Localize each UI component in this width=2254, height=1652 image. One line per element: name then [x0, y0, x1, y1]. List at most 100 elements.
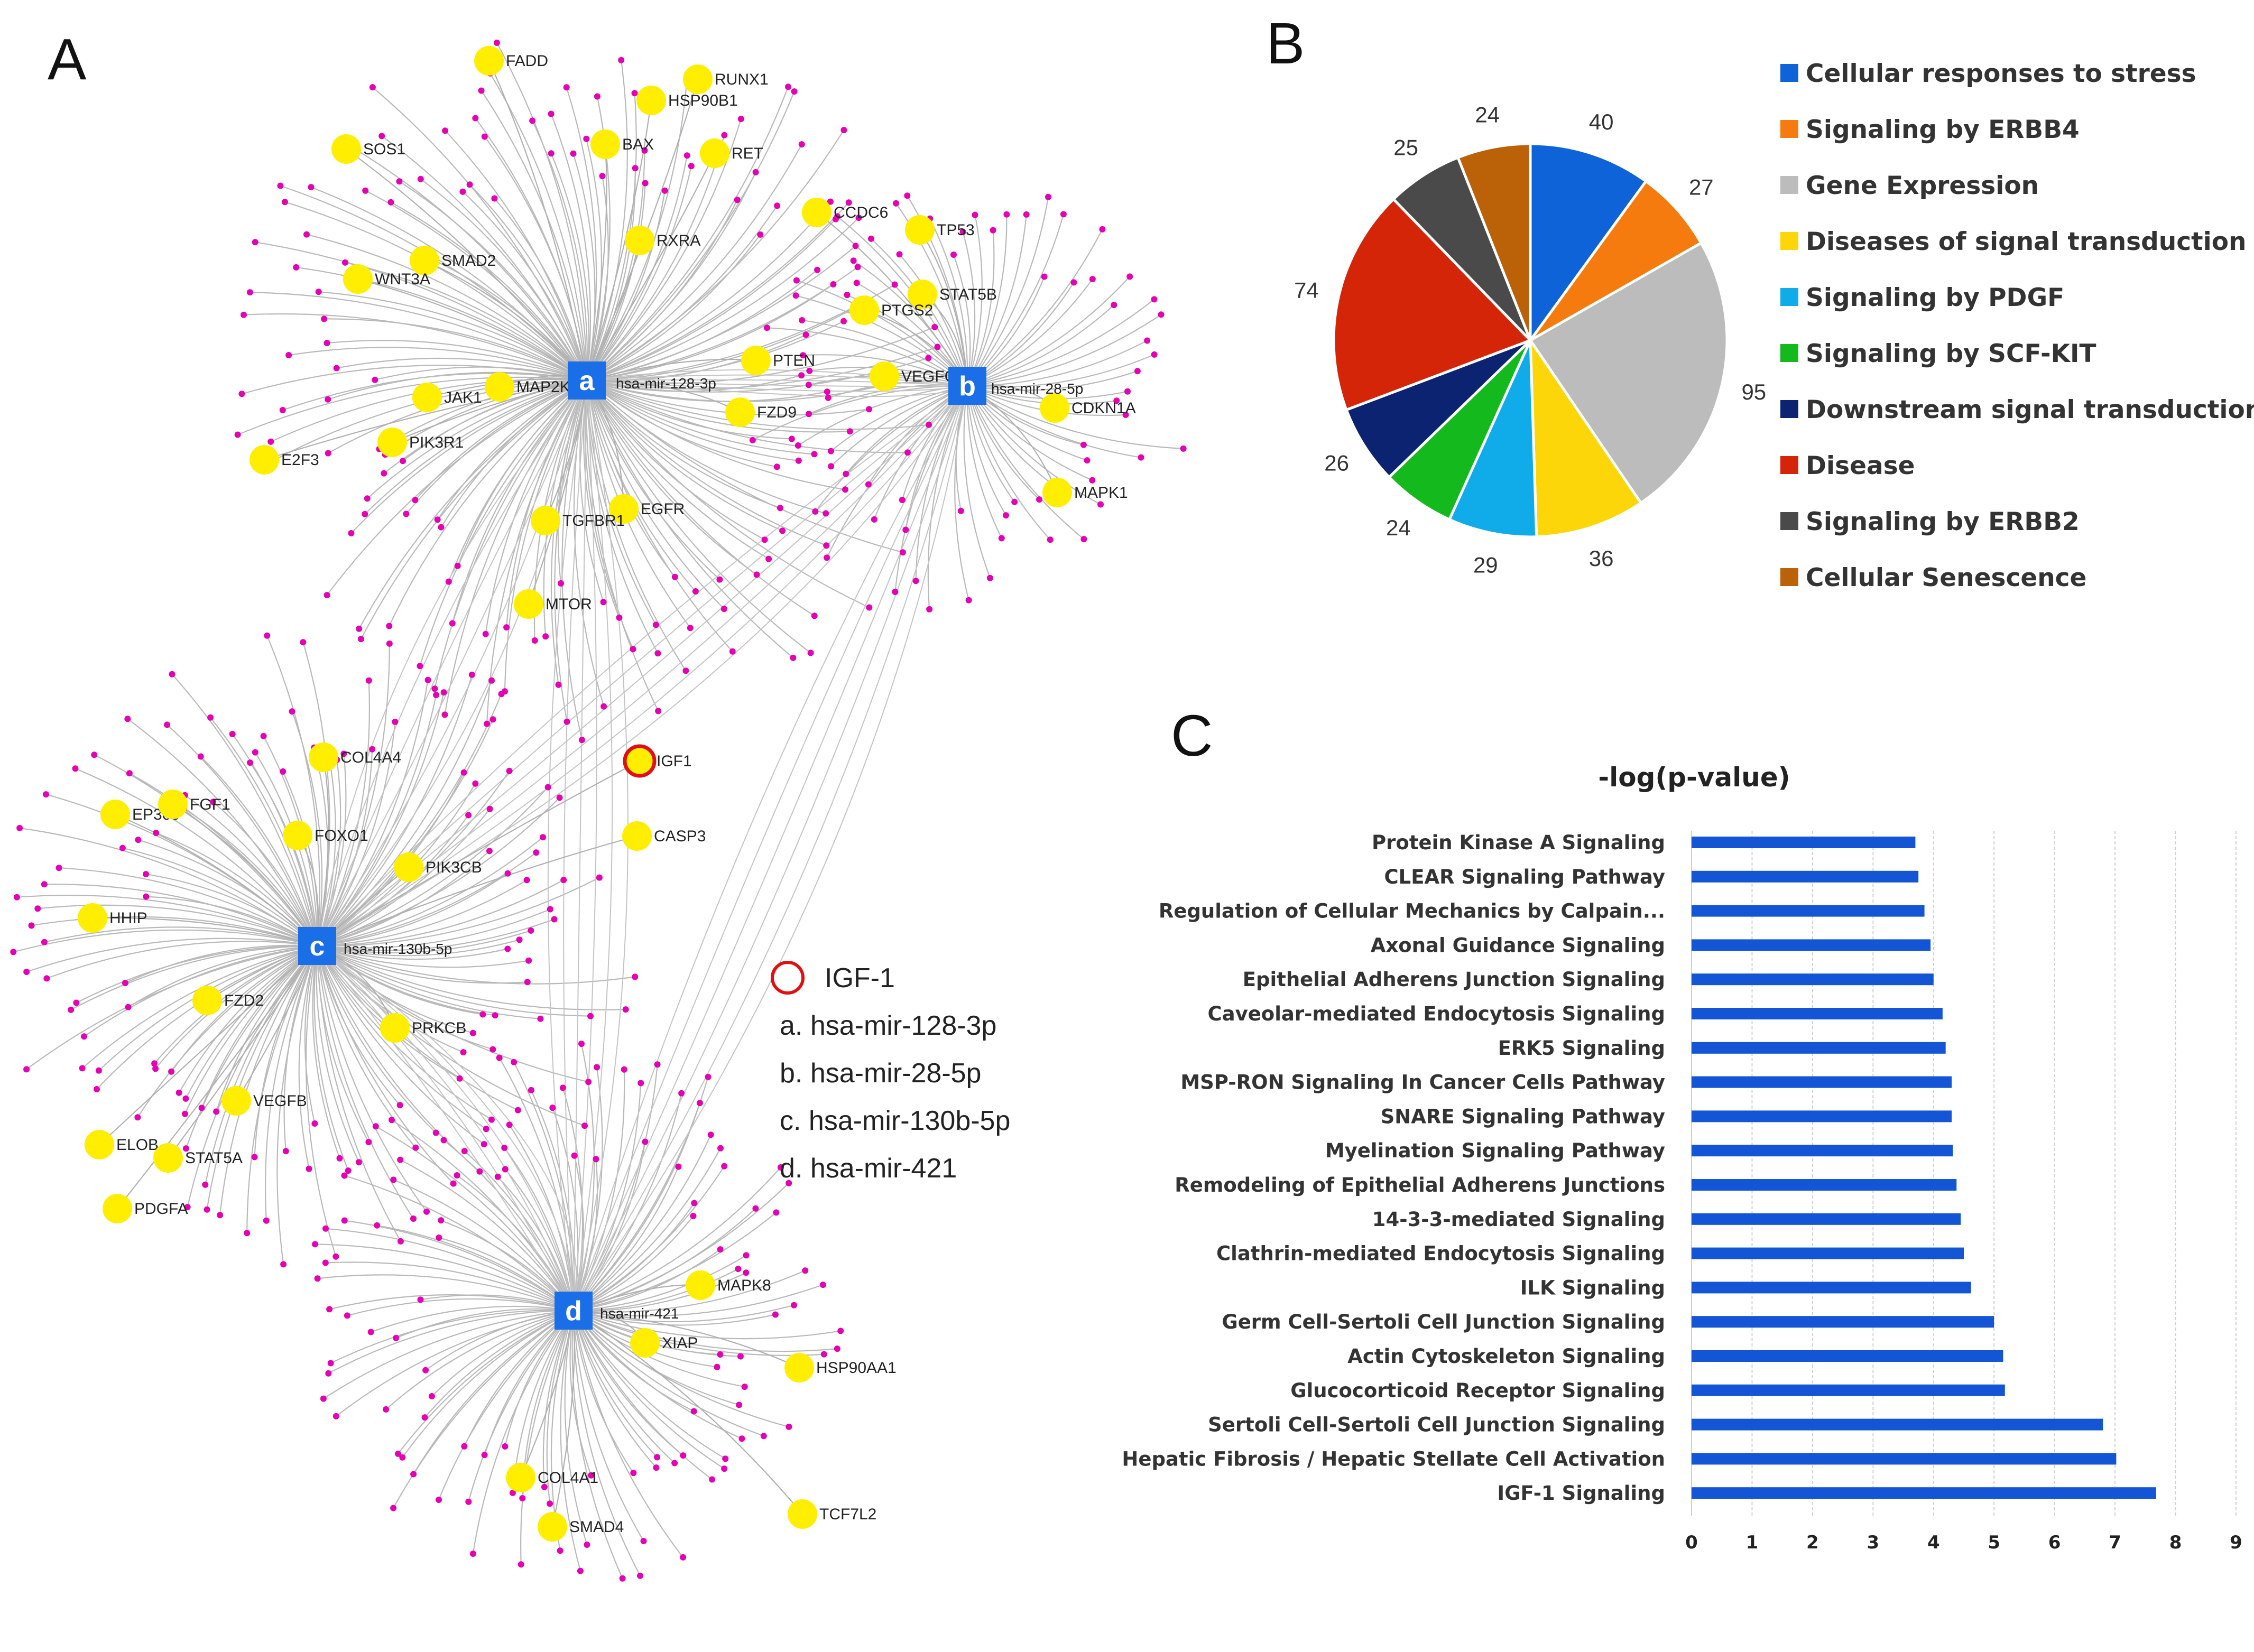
- target-node: [790, 654, 797, 661]
- target-node: [950, 252, 957, 258]
- target-node: [454, 1172, 460, 1178]
- target-node: [442, 127, 449, 134]
- target-node: [599, 173, 606, 180]
- network-edge: [573, 1310, 764, 1437]
- gene-label-jak1: JAK1: [444, 389, 482, 406]
- target-node: [654, 1454, 661, 1461]
- pie-slice: [1332, 197, 1533, 412]
- target-node: [23, 969, 30, 975]
- target-node: [486, 848, 493, 855]
- target-node: [760, 1433, 767, 1440]
- pie-value-labels: 40 27 95 36 29 24 26 74 25 24: [1294, 103, 1766, 578]
- target-node: [469, 1029, 476, 1036]
- pie-legend-label: Downstream signal transduction: [1806, 395, 2254, 424]
- target-node: [460, 769, 467, 776]
- target-node: [741, 1384, 748, 1390]
- hub-node-b: [948, 367, 986, 405]
- network-edge: [572, 1310, 675, 1464]
- target-node: [807, 649, 814, 656]
- target-node: [393, 1334, 400, 1341]
- target-node: [594, 1064, 601, 1071]
- gene-label-hhip: HHIP: [109, 909, 147, 927]
- network-edge: [445, 130, 588, 381]
- gene-label-cdkn1a: CDKN1A: [1071, 400, 1136, 417]
- network-edge: [954, 385, 969, 600]
- hub-node-d: [555, 1292, 593, 1330]
- network-edge: [520, 1310, 574, 1565]
- target-node: [432, 1129, 439, 1136]
- target-node: [436, 1497, 442, 1503]
- network-edge: [375, 1126, 574, 1311]
- network-edge: [317, 908, 551, 949]
- target-node: [504, 870, 511, 877]
- target-node: [812, 508, 819, 515]
- target-node: [342, 259, 348, 266]
- target-node: [341, 1172, 348, 1179]
- target-node: [151, 1060, 158, 1067]
- bar-category-label: Clathrin-mediated Endocytosis Signaling: [1216, 1242, 1665, 1265]
- hub-link-edge: [317, 380, 587, 946]
- target-node: [753, 571, 760, 578]
- network-edge: [550, 114, 592, 381]
- target-node: [926, 421, 932, 428]
- pie-legend-label: Signaling by ERBB4: [1806, 115, 2080, 144]
- target-node: [217, 1212, 224, 1219]
- network-edge: [967, 214, 1064, 386]
- target-node: [322, 1225, 329, 1232]
- bar-mark: [1692, 1453, 2117, 1465]
- gene-label-col4a1: COL4A1: [538, 1469, 598, 1487]
- target-node: [682, 667, 689, 674]
- target-node: [1089, 276, 1096, 283]
- target-node: [834, 1345, 840, 1352]
- target-node: [440, 689, 447, 696]
- network-hubs: a hsa-mir-128-3p b hsa-mir-28-5p c hsa-mir-13…: [298, 361, 1083, 1330]
- gene-edge: [264, 379, 587, 461]
- network-edge: [317, 674, 473, 946]
- legend-item-c: c. hsa-mir-130b-5p: [780, 1106, 1010, 1136]
- network-edge: [586, 380, 769, 560]
- network-edge: [316, 945, 437, 1134]
- gene-label-smad2: SMAD2: [441, 252, 496, 270]
- target-node: [396, 178, 403, 185]
- target-node: [593, 1156, 599, 1163]
- network-edge: [586, 201, 831, 382]
- target-node: [717, 1351, 724, 1358]
- target-node: [424, 676, 431, 683]
- target-node: [785, 83, 791, 90]
- network-edge: [326, 380, 587, 596]
- target-node: [752, 169, 759, 175]
- target-node: [244, 1230, 251, 1237]
- network-edge: [451, 380, 587, 624]
- target-node: [584, 1542, 590, 1548]
- target-node: [840, 127, 847, 134]
- network-edge: [75, 768, 318, 946]
- target-node: [825, 394, 832, 401]
- target-node: [749, 437, 756, 443]
- target-node: [690, 1408, 697, 1415]
- network-edge: [242, 364, 587, 395]
- network-edge: [317, 879, 564, 947]
- network-edge: [254, 945, 318, 1157]
- gene-label-vegfc: VEGFC: [901, 368, 956, 385]
- pie-slice: [1387, 339, 1532, 522]
- target-node: [683, 152, 690, 159]
- pie-legend-label: Cellular responses to stress: [1806, 59, 2196, 88]
- target-node: [314, 1275, 321, 1282]
- target-node: [578, 737, 585, 744]
- target-node: [865, 481, 872, 488]
- target-node: [834, 213, 840, 220]
- target-node: [1151, 351, 1158, 358]
- target-node: [800, 352, 806, 359]
- gene-edge: [117, 945, 318, 1209]
- bar-tick-label: 3: [1867, 1532, 1879, 1553]
- network-edge: [573, 1270, 806, 1313]
- network-edge: [400, 1159, 574, 1311]
- network-edge: [402, 1310, 574, 1458]
- target-node: [548, 110, 555, 117]
- gene-label-prkcb: PRKCB: [412, 1019, 466, 1037]
- network-edge: [178, 945, 318, 1093]
- target-node: [465, 1498, 472, 1505]
- target-node: [247, 759, 254, 766]
- gene-edge: [317, 760, 640, 946]
- hub-link-edge: [586, 380, 968, 392]
